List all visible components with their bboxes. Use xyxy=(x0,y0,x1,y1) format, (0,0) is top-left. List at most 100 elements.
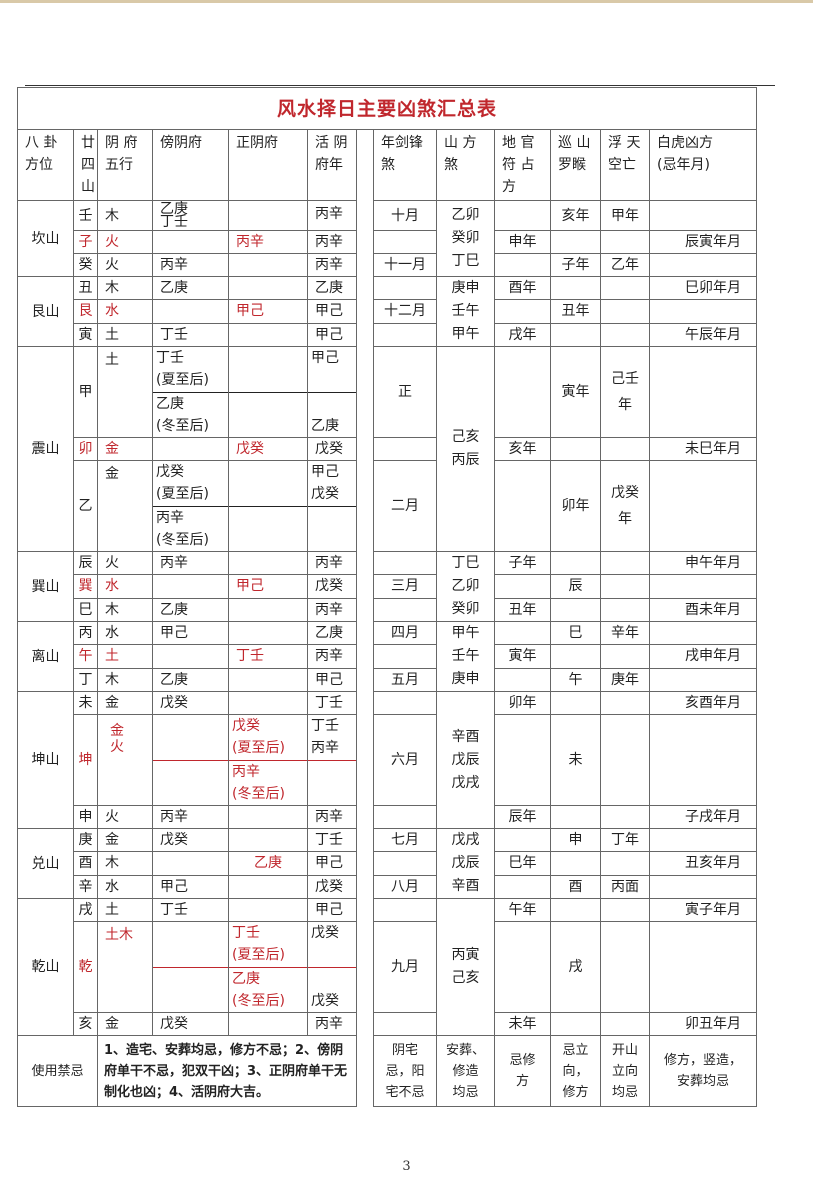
mountain-cell: 酉 xyxy=(73,851,98,876)
mountain-cell: 癸 xyxy=(73,253,98,277)
baihu-cell: 辰寅年月 xyxy=(648,230,758,254)
diguanfu-cell xyxy=(494,253,551,277)
huo-yinfu-cell: 戊癸 戊癸 xyxy=(307,921,357,1013)
luohou-cell: 戌 xyxy=(550,921,601,1013)
jianfeng-cell xyxy=(373,437,437,461)
element-cell: 火 xyxy=(97,805,153,829)
mountain-cell: 丑 xyxy=(73,275,98,301)
diguanfu-cell xyxy=(494,827,551,853)
bang-yinfu-cell: 丁壬 (夏至后) 乙庚 (冬至后) xyxy=(152,346,229,438)
mountain-cell: 辰 xyxy=(73,550,98,576)
bang-yinfu-cell: 戊癸 xyxy=(152,827,229,853)
kongwang-cell: 己壬 年 xyxy=(600,346,650,438)
element-cell: 水 xyxy=(97,620,153,646)
table-row: 辛水甲己 戊癸 八月 酉丙面 xyxy=(18,874,758,900)
luohou-cell xyxy=(550,691,601,715)
mountain-cell: 辛 xyxy=(73,874,98,900)
zheng-yinfu-cell: 丙辛 xyxy=(228,230,308,254)
zheng-yinfu-cell xyxy=(228,620,308,646)
zheng-yinfu-cell xyxy=(228,253,308,277)
table-row: 坤金 火 戊癸 (夏至后) 丙辛 (冬至后) 丁壬 丙辛 六月 未 xyxy=(18,714,758,806)
jianfeng-cell xyxy=(373,230,437,254)
huo-yinfu-cell: 丙辛 xyxy=(307,597,357,623)
table-row: 午土 丁壬 丙辛 寅年 戌申年月 xyxy=(18,644,758,669)
huo-yinfu-cell-summer: 丁壬 丙辛 xyxy=(311,718,339,756)
zheng-yinfu-cell xyxy=(228,550,308,576)
huo-yinfu-cell-winter xyxy=(308,759,356,805)
luohou-cell xyxy=(550,644,601,669)
mountain-cell: 卯 xyxy=(73,437,98,461)
baihu-cell xyxy=(648,200,758,231)
element-cell: 水 xyxy=(97,574,153,599)
kongwang-cell xyxy=(600,574,650,599)
zheng-yinfu-cell xyxy=(228,200,308,231)
kongwang-cell: 丙面 xyxy=(600,874,650,900)
element-cell: 土 xyxy=(97,644,153,669)
bagua-cell: 乾山 xyxy=(17,898,74,1036)
huo-yinfu-cell: 戊癸 xyxy=(307,874,357,900)
kongwang-cell: 丁年 xyxy=(600,827,650,853)
zheng-yinfu-cell xyxy=(228,1012,308,1036)
luohou-cell: 未 xyxy=(550,714,601,806)
jianfeng-cell xyxy=(373,691,437,715)
element-cell: 金 xyxy=(97,827,153,853)
bang-yinfu-cell xyxy=(152,921,229,1013)
mountain-cell: 丙 xyxy=(73,620,98,646)
huo-yinfu-cell: 戊癸 xyxy=(307,437,357,461)
huo-yinfu-cell-summer: 甲己 戊癸 xyxy=(311,464,339,502)
luohou-cell xyxy=(550,437,601,461)
bang-yinfu-cell-summer xyxy=(154,716,228,760)
element-cell: 金 火 xyxy=(97,714,153,806)
zheng-yinfu-cell: 甲己 xyxy=(228,299,308,324)
zheng-yinfu-cell xyxy=(228,275,308,301)
usage-shanfang: 安葬、 修造 均忌 xyxy=(436,1035,495,1107)
zheng-yinfu-cell-winter xyxy=(229,391,307,437)
bang-yinfu-cell: 甲己 xyxy=(152,620,229,646)
zheng-yinfu-cell xyxy=(228,805,308,829)
luohou-cell xyxy=(550,597,601,623)
kongwang-cell xyxy=(600,550,650,576)
baihu-cell: 未巳年月 xyxy=(648,437,758,461)
zheng-yinfu-cell xyxy=(228,667,308,693)
jianfeng-cell xyxy=(373,644,437,669)
jianfeng-cell: 七月 xyxy=(373,827,437,853)
bang-yinfu-cell-split xyxy=(153,923,228,1012)
jianfeng-cell xyxy=(373,322,437,348)
huo-yinfu-cell-winter: 乙庚 xyxy=(308,391,356,437)
zheng-yinfu-cell-winter: 乙庚 (冬至后) xyxy=(229,966,307,1012)
element-cell: 土 xyxy=(97,346,153,438)
shanfang-cell: 庚申 壬午 甲午 xyxy=(436,276,495,347)
bang-yinfu-cell xyxy=(152,437,229,461)
kongwang-cell xyxy=(600,437,650,461)
usage-baihu: 修方，竖造， 安葬均忌 xyxy=(648,1035,758,1107)
bang-yinfu-cell xyxy=(152,644,229,669)
element-cell: 土 xyxy=(97,322,153,348)
huo-yinfu-cell: 丁壬 xyxy=(307,827,357,853)
element-cell: 土 xyxy=(97,898,153,922)
diguanfu-cell xyxy=(494,874,551,900)
table-row: 丁木乙庚 甲己 五月 午庚年 xyxy=(18,667,758,693)
jianfeng-cell: 十月 xyxy=(373,200,437,231)
element-cell: 木 xyxy=(97,667,153,693)
bang-yinfu-cell: 丙辛 xyxy=(152,550,229,576)
bang-yinfu-cell xyxy=(152,851,229,876)
huo-yinfu-cell-split: 甲己 戊癸 xyxy=(308,462,356,551)
kongwang-cell: 庚年 xyxy=(600,667,650,693)
luohou-cell: 寅年 xyxy=(550,346,601,438)
table-title: 风水择日主要凶煞汇总表 xyxy=(16,87,758,130)
table-row: 乙金戊癸 (夏至后) 丙辛 (冬至后) 甲己 戊癸 二月 卯年 戊癸 年 xyxy=(18,460,758,552)
header-zheng-yinfu: 正阴府 xyxy=(228,129,308,201)
luohou-cell xyxy=(550,322,601,348)
bagua-cell: 坎山 xyxy=(17,200,74,277)
table-row: 子火 丙辛 丙辛 申年 辰寅年月 xyxy=(18,230,758,254)
baihu-cell: 戌申年月 xyxy=(648,644,758,669)
bang-yinfu-cell: 戊癸 (夏至后) 丙辛 (冬至后) xyxy=(152,460,229,552)
jianfeng-cell xyxy=(373,550,437,576)
baihu-cell: 卯丑年月 xyxy=(648,1012,758,1036)
baihu-cell: 巳卯年月 xyxy=(648,275,758,301)
diguanfu-cell: 子年 xyxy=(494,550,551,576)
baihu-cell: 申午年月 xyxy=(648,550,758,576)
bang-yinfu-cell: 乙庚 xyxy=(152,597,229,623)
luohou-cell: 子年 xyxy=(550,253,601,277)
element-cell: 金 xyxy=(97,691,153,715)
